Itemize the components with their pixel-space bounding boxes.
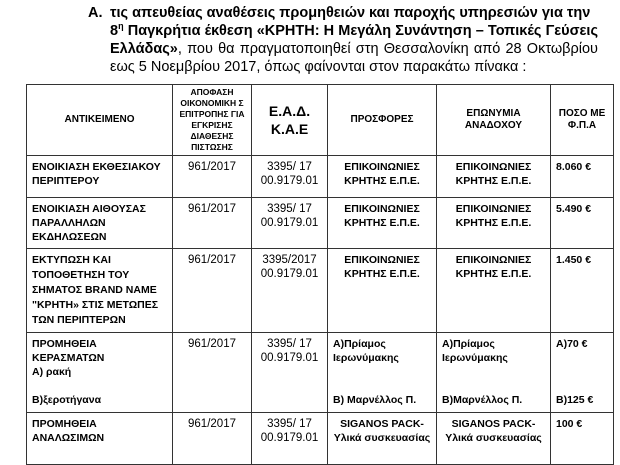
amount-cell: 8.060 € bbox=[550, 155, 614, 198]
table-row: ΕΝΟΙΚΙΑΣΗ ΕΚΘΕΣΙΑΚΟΥ ΠΕΡΙΠΤΕΡΟΥ 961/2017… bbox=[26, 155, 614, 198]
procurement-table: ΑΝΤΙΚΕΙΜΕΝΟ ΑΠΟΦΑΣΗ ΟΙΚΟΝΟΜΙΚΗ Σ ΕΠΙΤΡΟΠ… bbox=[26, 84, 614, 465]
exhibition-title: Παγκρήτια έκθεση «ΚΡΗΤΗ: Η Μεγάλη Συνάντ… bbox=[110, 23, 598, 57]
amount-cell: 5.490 € bbox=[550, 197, 614, 249]
offers-cell: ΕΠΙΚΟΙΝΩΝΙΕΣ ΚΡΗΤΗΣ Ε.Π.Ε. bbox=[327, 248, 437, 333]
amount-b: Β)125 € bbox=[556, 394, 594, 406]
amount-cell: Α)70 € Β)125 € bbox=[550, 332, 614, 413]
header-amount: ΠΟΣΟ ΜΕ Φ.Π.Α bbox=[550, 84, 614, 156]
offers-cell: SIGANOS PACK- Υλικά συσκευασίας bbox=[327, 412, 437, 465]
subject-item-a: Α) ρακή bbox=[32, 366, 72, 378]
header-subject: ΑΝΤΙΚΕΙΜΕΝΟ bbox=[26, 84, 173, 156]
contractor-cell: SIGANOS PACK- Υλικά συσκευασίας bbox=[436, 412, 551, 465]
amount-cell: 100 € bbox=[550, 412, 614, 465]
ead-code: 3395/ 17 bbox=[267, 338, 312, 350]
ead-cell: 3395/2017 00.9179.01 bbox=[251, 248, 328, 333]
ead-cell: 3395/ 17 00.9179.01 bbox=[251, 155, 328, 198]
table-row: ΠΡΟΜΗΘΕΙΑ ΑΝΑΛΩΣΙΜΩΝ 961/2017 3395/ 17 00… bbox=[26, 412, 614, 465]
intro-line1: τις απευθείας αναθέσεις προμηθειών και π… bbox=[110, 5, 591, 21]
subject-cell: ΕΝΟΙΚΙΑΣΗ ΑΙΘΟΥΣΑΣ ΠΑΡΑΛΛΗΛΩΝ ΕΚΔΗΛΩΣΕΩΝ bbox=[26, 197, 173, 249]
amount-a: Α)70 € bbox=[556, 338, 588, 350]
header-decision: ΑΠΟΦΑΣΗ ΟΙΚΟΝΟΜΙΚΗ Σ ΕΠΙΤΡΟΠΗΣ ΓΙΑ ΕΓΚΡΙ… bbox=[172, 84, 252, 156]
kae-code: 00.9179.01 bbox=[260, 268, 319, 280]
kae-code: 00.9179.01 bbox=[260, 432, 319, 444]
intro-rest: , που θα πραγματοποιηθεί στη Θεσσαλονίκη… bbox=[110, 41, 598, 75]
ead-code: 3395/ 17 bbox=[267, 418, 312, 430]
subject-cell: ΠΡΟΜΗΘΕΙΑ ΚΕΡΑΣΜΑΤΩΝ Α) ρακή Β)ξεροτήγανα bbox=[26, 332, 173, 413]
ordinal: 8 bbox=[110, 23, 119, 39]
contractor-cell: ΕΠΙΚΟΙΝΩΝΙΕΣ ΚΡΗΤΗΣ Ε.Π.Ε. bbox=[436, 155, 551, 198]
subject-cell: ΠΡΟΜΗΘΕΙΑ ΑΝΑΛΩΣΙΜΩΝ bbox=[26, 412, 173, 465]
contractor-a: Α)Πρίαμος Ιερωνύμακης bbox=[442, 338, 508, 364]
intro-paragraph: Α. τις απευθείας αναθέσεις προμηθειών κα… bbox=[88, 4, 598, 76]
header-offers: ΠΡΟΣΦΟΡΕΣ bbox=[327, 84, 437, 156]
offer-b: Β) Μαρνέλλος Π. bbox=[333, 394, 417, 406]
ead-cell: 3395/ 17 00.9179.01 bbox=[251, 332, 328, 413]
ead-code: 3395/ 17 bbox=[267, 161, 312, 173]
decision-cell: 961/2017 bbox=[172, 248, 252, 333]
subject-item-b: Β)ξεροτήγανα bbox=[32, 394, 102, 406]
section-label: Α. bbox=[88, 5, 103, 21]
contractor-b: Β)Μαρνέλλος Π. bbox=[442, 394, 523, 406]
offers-cell: ΕΠΙΚΟΙΝΩΝΙΕΣ ΚΡΗΤΗΣ Ε.Π.Ε. bbox=[327, 197, 437, 249]
kae-code: 00.9179.01 bbox=[260, 175, 319, 187]
decision-cell: 961/2017 bbox=[172, 197, 252, 249]
table-row: ΠΡΟΜΗΘΕΙΑ ΚΕΡΑΣΜΑΤΩΝ Α) ρακή Β)ξεροτήγανα … bbox=[26, 332, 614, 413]
kae-code: 00.9179.01 bbox=[260, 352, 319, 364]
amount-cell: 1.450 € bbox=[550, 248, 614, 333]
offers-cell: ΕΠΙΚΟΙΝΩΝΙΕΣ ΚΡΗΤΗΣ Ε.Π.Ε. bbox=[327, 155, 437, 198]
header-ead: Ε.Α.Δ. Κ.Α.Ε bbox=[251, 84, 328, 156]
decision-cell: 961/2017 bbox=[172, 155, 252, 198]
contractor-cell: Α)Πρίαμος Ιερωνύμακης Β)Μαρνέλλος Π. bbox=[436, 332, 551, 413]
ead-code: 3395/ 17 bbox=[267, 203, 312, 215]
header-row: ΑΝΤΙΚΕΙΜΕΝΟ ΑΠΟΦΑΣΗ ΟΙΚΟΝΟΜΙΚΗ Σ ΕΠΙΤΡΟΠ… bbox=[26, 84, 614, 156]
subject-cell: ΕΝΟΙΚΙΑΣΗ ΕΚΘΕΣΙΑΚΟΥ ΠΕΡΙΠΤΕΡΟΥ bbox=[26, 155, 173, 198]
decision-cell: 961/2017 bbox=[172, 412, 252, 465]
offers-cell: Α)Πρίαμος Ιερωνύμακης Β) Μαρνέλλος Π. bbox=[327, 332, 437, 413]
ead-cell: 3395/ 17 00.9179.01 bbox=[251, 412, 328, 465]
ead-code: 3395/2017 bbox=[262, 254, 317, 266]
contractor-cell: ΕΠΙΚΟΙΝΩΝΙΕΣ ΚΡΗΤΗΣ Ε.Π.Ε. bbox=[436, 197, 551, 249]
table-row: ΕΚΤΥΠΩΣΗ ΚΑΙ ΤΟΠΟΘΕΤΗΣΗ ΤΟΥ ΣΗΜΑΤΟΣ BRAN… bbox=[26, 248, 614, 333]
kae-code: 00.9179.01 bbox=[260, 217, 319, 229]
subject-text: ΠΡΟΜΗΘΕΙΑ ΚΕΡΑΣΜΑΤΩΝ bbox=[32, 338, 105, 364]
table-row: ΕΝΟΙΚΙΑΣΗ ΑΙΘΟΥΣΑΣ ΠΑΡΑΛΛΗΛΩΝ ΕΚΔΗΛΩΣΕΩΝ… bbox=[26, 197, 614, 249]
contractor-cell: ΕΠΙΚΟΙΝΩΝΙΕΣ ΚΡΗΤΗΣ Ε.Π.Ε. bbox=[436, 248, 551, 333]
ordinal-sup: η bbox=[118, 21, 124, 32]
ead-cell: 3395/ 17 00.9179.01 bbox=[251, 197, 328, 249]
offer-a: Α)Πρίαμος Ιερωνύμακης bbox=[333, 338, 399, 364]
header-contractor: ΕΠΩΝΥΜΙΑ ΑΝΑΔΟΧΟΥ bbox=[436, 84, 551, 156]
decision-cell: 961/2017 bbox=[172, 332, 252, 413]
subject-cell: ΕΚΤΥΠΩΣΗ ΚΑΙ ΤΟΠΟΘΕΤΗΣΗ ΤΟΥ ΣΗΜΑΤΟΣ BRAN… bbox=[26, 248, 173, 333]
